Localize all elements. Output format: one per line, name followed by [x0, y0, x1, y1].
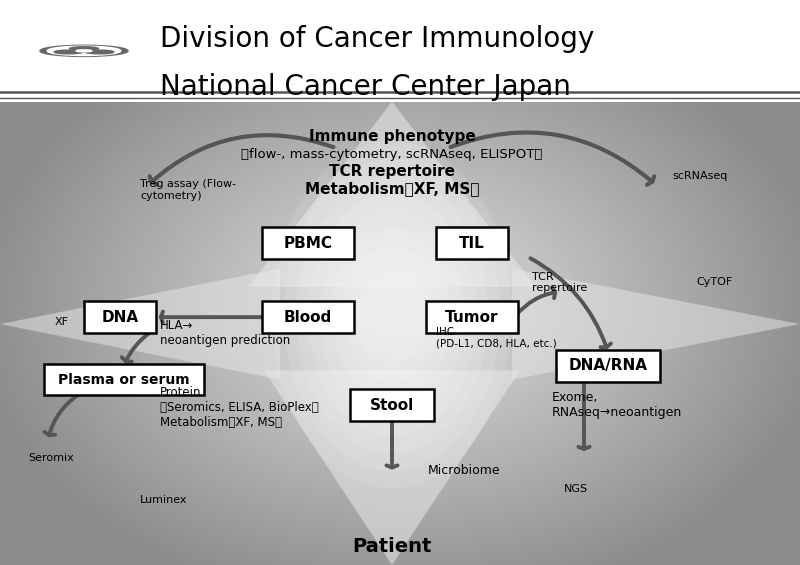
- Polygon shape: [248, 102, 536, 287]
- Text: HLA→
neoantigen prediction: HLA→ neoantigen prediction: [160, 319, 290, 347]
- Text: TIL: TIL: [459, 236, 485, 250]
- Ellipse shape: [344, 245, 440, 384]
- Text: Stool: Stool: [370, 398, 414, 412]
- Text: scRNAseq: scRNAseq: [672, 171, 727, 181]
- Text: Microbiome: Microbiome: [428, 463, 501, 476]
- Ellipse shape: [356, 263, 428, 367]
- Ellipse shape: [320, 211, 464, 419]
- FancyBboxPatch shape: [556, 350, 660, 381]
- Text: IHC
(PD-L1, CD8, HLA, etc.): IHC (PD-L1, CD8, HLA, etc.): [436, 327, 557, 349]
- Text: Luminex: Luminex: [140, 495, 187, 505]
- Text: CyTOF: CyTOF: [696, 277, 732, 288]
- FancyBboxPatch shape: [262, 301, 354, 333]
- Ellipse shape: [332, 228, 452, 402]
- FancyBboxPatch shape: [436, 227, 508, 259]
- Ellipse shape: [296, 176, 488, 454]
- Circle shape: [54, 50, 83, 54]
- FancyBboxPatch shape: [350, 389, 434, 421]
- Ellipse shape: [272, 141, 512, 489]
- Polygon shape: [512, 268, 800, 380]
- Circle shape: [85, 50, 114, 54]
- FancyBboxPatch shape: [84, 301, 156, 333]
- Circle shape: [70, 47, 98, 50]
- Text: （flow-, mass-cytometry, scRNAseq, ELISPOT）: （flow-, mass-cytometry, scRNAseq, ELISPO…: [242, 147, 542, 160]
- Text: TCR
repertoire: TCR repertoire: [532, 272, 587, 293]
- Text: Tumor: Tumor: [446, 310, 498, 325]
- Text: TCR repertoire: TCR repertoire: [329, 164, 455, 179]
- Text: XF: XF: [54, 317, 69, 327]
- Text: Treg assay (Flow-
cytometry): Treg assay (Flow- cytometry): [140, 179, 236, 201]
- Text: Division of Cancer Immunology: Division of Cancer Immunology: [160, 25, 594, 54]
- Text: Protein
（Seromics, ELISA, BioPlex）
Metabolism（XF, MS）: Protein （Seromics, ELISA, BioPlex） Metab…: [160, 386, 318, 429]
- Text: PBMC: PBMC: [283, 236, 333, 250]
- Text: Exome,
RNAseq→neoantigen: Exome, RNAseq→neoantigen: [552, 391, 682, 419]
- FancyBboxPatch shape: [426, 301, 518, 333]
- Text: Patient: Patient: [352, 537, 432, 556]
- Text: Blood: Blood: [284, 310, 332, 325]
- Text: Plasma or serum: Plasma or serum: [58, 373, 190, 386]
- Text: Metabolism（XF, MS）: Metabolism（XF, MS）: [305, 181, 479, 196]
- Polygon shape: [0, 268, 280, 380]
- Text: Immune phenotype: Immune phenotype: [309, 129, 475, 144]
- Circle shape: [47, 46, 121, 55]
- Ellipse shape: [308, 193, 476, 436]
- Polygon shape: [264, 371, 520, 565]
- FancyBboxPatch shape: [262, 227, 354, 259]
- Circle shape: [76, 50, 92, 52]
- Text: DNA: DNA: [102, 310, 138, 325]
- Circle shape: [40, 45, 128, 57]
- FancyBboxPatch shape: [44, 364, 204, 396]
- Text: DNA/RNA: DNA/RNA: [569, 358, 647, 373]
- Text: National Cancer Center Japan: National Cancer Center Japan: [160, 73, 571, 101]
- Text: Seromix: Seromix: [28, 454, 74, 463]
- Text: NGS: NGS: [564, 484, 588, 494]
- Ellipse shape: [284, 158, 500, 471]
